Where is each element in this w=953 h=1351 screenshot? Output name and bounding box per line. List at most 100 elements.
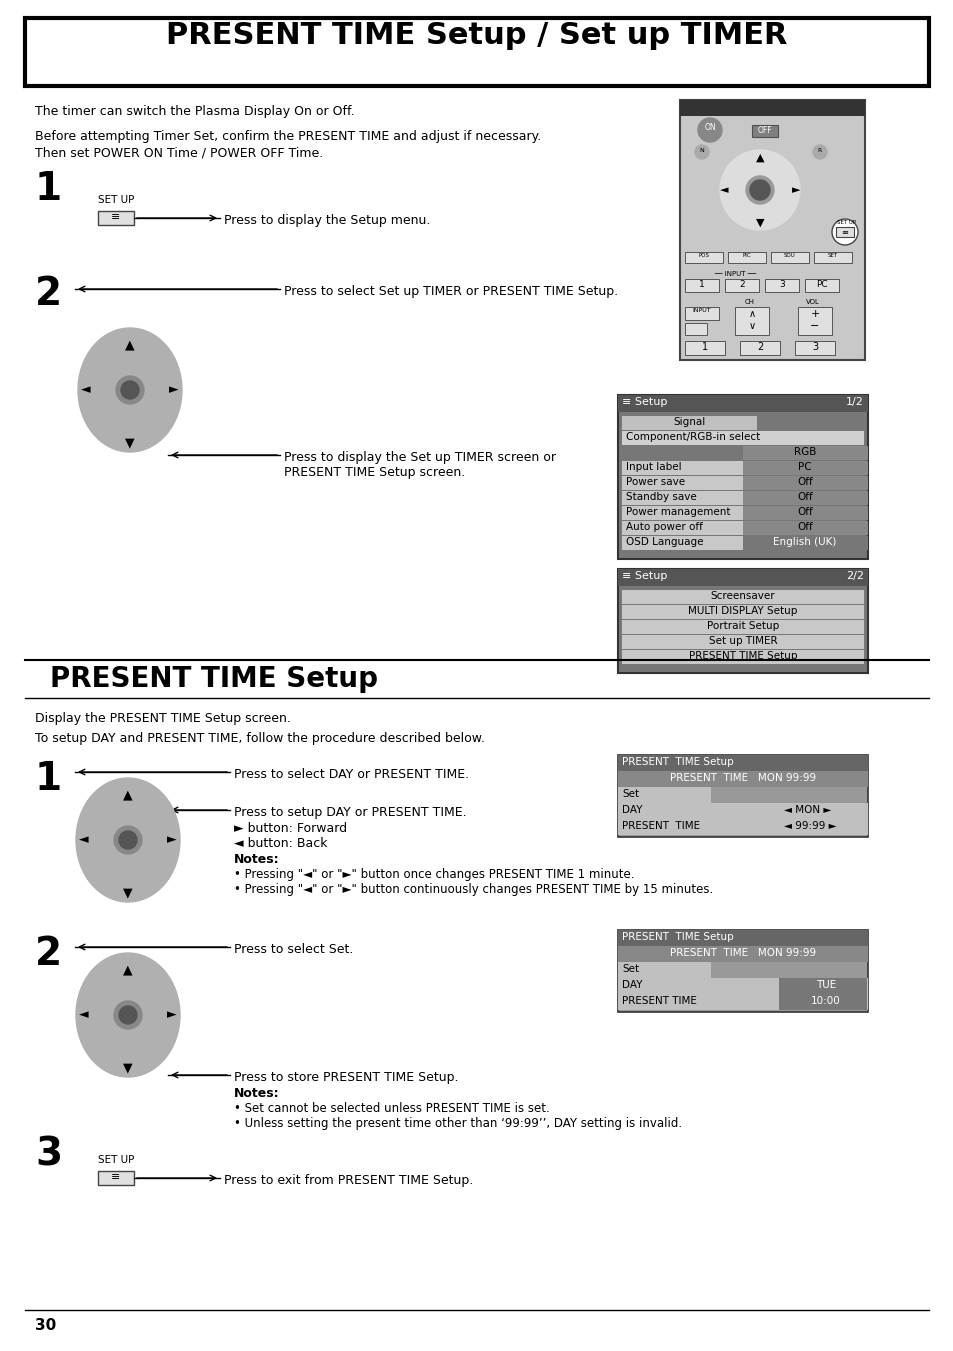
Text: +: + <box>809 309 819 319</box>
Bar <box>618 994 867 1011</box>
Text: ≡: ≡ <box>112 1173 121 1182</box>
Text: ≡: ≡ <box>841 228 847 236</box>
Text: 3: 3 <box>811 342 818 353</box>
Text: SET UP: SET UP <box>98 195 134 205</box>
Text: Portrait Setup: Portrait Setup <box>706 621 779 631</box>
Text: • Set cannot be selected unless PRESENT TIME is set.: • Set cannot be selected unless PRESENT … <box>233 1102 549 1115</box>
Text: ◄ MON ►: ◄ MON ► <box>783 805 830 815</box>
Bar <box>618 929 867 946</box>
Text: OSD Language: OSD Language <box>625 536 702 547</box>
Text: ≡: ≡ <box>112 212 121 222</box>
Text: PC: PC <box>798 462 811 471</box>
Bar <box>618 946 867 962</box>
Text: PRESENT TIME Setup / Set up TIMER: PRESENT TIME Setup / Set up TIMER <box>166 22 787 50</box>
Text: 1: 1 <box>35 170 62 208</box>
Text: PRESENT  TIME   MON 99:99: PRESENT TIME MON 99:99 <box>669 948 815 958</box>
Text: ▲: ▲ <box>123 963 132 975</box>
Text: ◄: ◄ <box>720 185 728 195</box>
Text: −: − <box>809 322 819 331</box>
Text: 2: 2 <box>35 276 62 313</box>
Bar <box>779 994 866 1011</box>
Text: Then set POWER ON Time / POWER OFF Time.: Then set POWER ON Time / POWER OFF Time. <box>35 146 323 159</box>
Text: PRESENT TIME: PRESENT TIME <box>621 996 696 1006</box>
Circle shape <box>116 376 144 404</box>
Text: 2: 2 <box>756 342 762 353</box>
Text: ◄ 99:99 ►: ◄ 99:99 ► <box>783 821 836 831</box>
Text: N: N <box>699 149 703 153</box>
Text: 1: 1 <box>35 761 62 798</box>
Text: OFF: OFF <box>757 126 772 135</box>
Text: Standby save: Standby save <box>625 492 696 503</box>
Text: Off: Off <box>797 507 812 517</box>
Bar <box>742 536 867 550</box>
Bar <box>684 280 719 292</box>
Bar <box>621 461 742 476</box>
Circle shape <box>119 831 137 848</box>
Bar <box>779 978 866 994</box>
Text: ▼: ▼ <box>125 436 134 449</box>
Text: DAY: DAY <box>621 805 641 815</box>
Text: ◄: ◄ <box>79 1008 89 1021</box>
Bar <box>813 253 851 263</box>
Bar <box>618 962 710 978</box>
Text: 30: 30 <box>35 1319 56 1333</box>
Bar <box>618 771 867 788</box>
Ellipse shape <box>720 150 800 230</box>
Text: ◄ button: Back: ◄ button: Back <box>233 838 327 850</box>
Bar <box>742 446 867 459</box>
Text: ▼: ▼ <box>123 1061 132 1074</box>
Bar <box>618 929 867 1012</box>
Text: PRESENT  TIME Setup: PRESENT TIME Setup <box>621 757 733 767</box>
Text: ►: ► <box>170 384 179 396</box>
Text: ◄: ◄ <box>81 384 91 396</box>
Text: ▼: ▼ <box>123 886 132 898</box>
Text: ▲: ▲ <box>125 338 134 351</box>
Text: Screensaver: Screensaver <box>710 590 775 601</box>
Text: Press to select Set.: Press to select Set. <box>233 943 353 957</box>
Text: Power save: Power save <box>625 477 684 486</box>
Bar <box>621 431 863 444</box>
Text: Press to exit from PRESENT TIME Setup.: Press to exit from PRESENT TIME Setup. <box>224 1174 473 1188</box>
Text: To setup DAY and PRESENT TIME, follow the procedure described below.: To setup DAY and PRESENT TIME, follow th… <box>35 732 484 744</box>
Text: Notes:: Notes: <box>233 852 279 866</box>
Circle shape <box>831 219 857 245</box>
Text: POS: POS <box>698 253 709 258</box>
Text: 2: 2 <box>739 280 744 289</box>
Text: ▲: ▲ <box>755 153 763 163</box>
Text: Press to store PRESENT TIME Setup.: Press to store PRESENT TIME Setup. <box>233 1071 458 1084</box>
Bar <box>742 476 867 490</box>
Text: PC: PC <box>816 280 827 289</box>
Bar <box>621 416 757 430</box>
Text: • Pressing "◄" or "►" button once changes PRESENT TIME 1 minute.: • Pressing "◄" or "►" button once change… <box>233 867 634 881</box>
Text: ▲: ▲ <box>123 788 132 801</box>
Bar <box>98 1171 133 1185</box>
Bar <box>770 253 808 263</box>
Bar <box>621 507 742 520</box>
Text: ≡ Setup: ≡ Setup <box>621 571 667 581</box>
Bar <box>621 635 863 648</box>
Ellipse shape <box>76 778 180 902</box>
Text: Press to setup DAY or PRESENT TIME.: Press to setup DAY or PRESENT TIME. <box>233 807 466 819</box>
Bar <box>618 569 867 586</box>
Text: ── INPUT ──: ── INPUT ── <box>713 272 756 277</box>
Bar <box>621 620 863 634</box>
Text: CH: CH <box>744 299 754 305</box>
Text: 1: 1 <box>701 342 707 353</box>
Bar <box>618 819 867 835</box>
Bar <box>751 126 778 136</box>
Bar <box>794 340 834 355</box>
Text: Display the PRESENT TIME Setup screen.: Display the PRESENT TIME Setup screen. <box>35 712 291 725</box>
Bar <box>618 755 867 838</box>
Bar <box>618 978 867 994</box>
Text: Press to select DAY or PRESENT TIME.: Press to select DAY or PRESENT TIME. <box>233 767 469 781</box>
Text: SET: SET <box>827 253 837 258</box>
Bar <box>764 280 799 292</box>
Text: ∨: ∨ <box>748 322 755 331</box>
Bar <box>742 521 867 535</box>
Circle shape <box>695 145 708 159</box>
Text: DAY: DAY <box>621 979 641 990</box>
Bar <box>98 211 133 226</box>
Bar <box>679 100 864 116</box>
Circle shape <box>749 180 769 200</box>
Text: Off: Off <box>797 521 812 532</box>
